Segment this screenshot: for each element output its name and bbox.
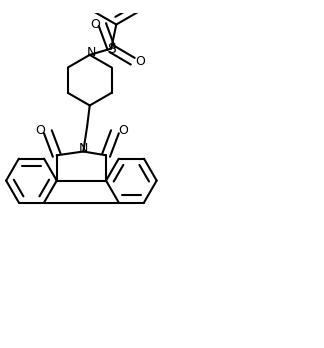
Text: O: O: [118, 124, 128, 137]
Text: O: O: [35, 124, 45, 137]
Text: N: N: [87, 46, 96, 60]
Text: S: S: [107, 41, 116, 56]
Text: O: O: [135, 55, 145, 68]
Text: O: O: [90, 18, 100, 31]
Text: N: N: [79, 142, 88, 156]
